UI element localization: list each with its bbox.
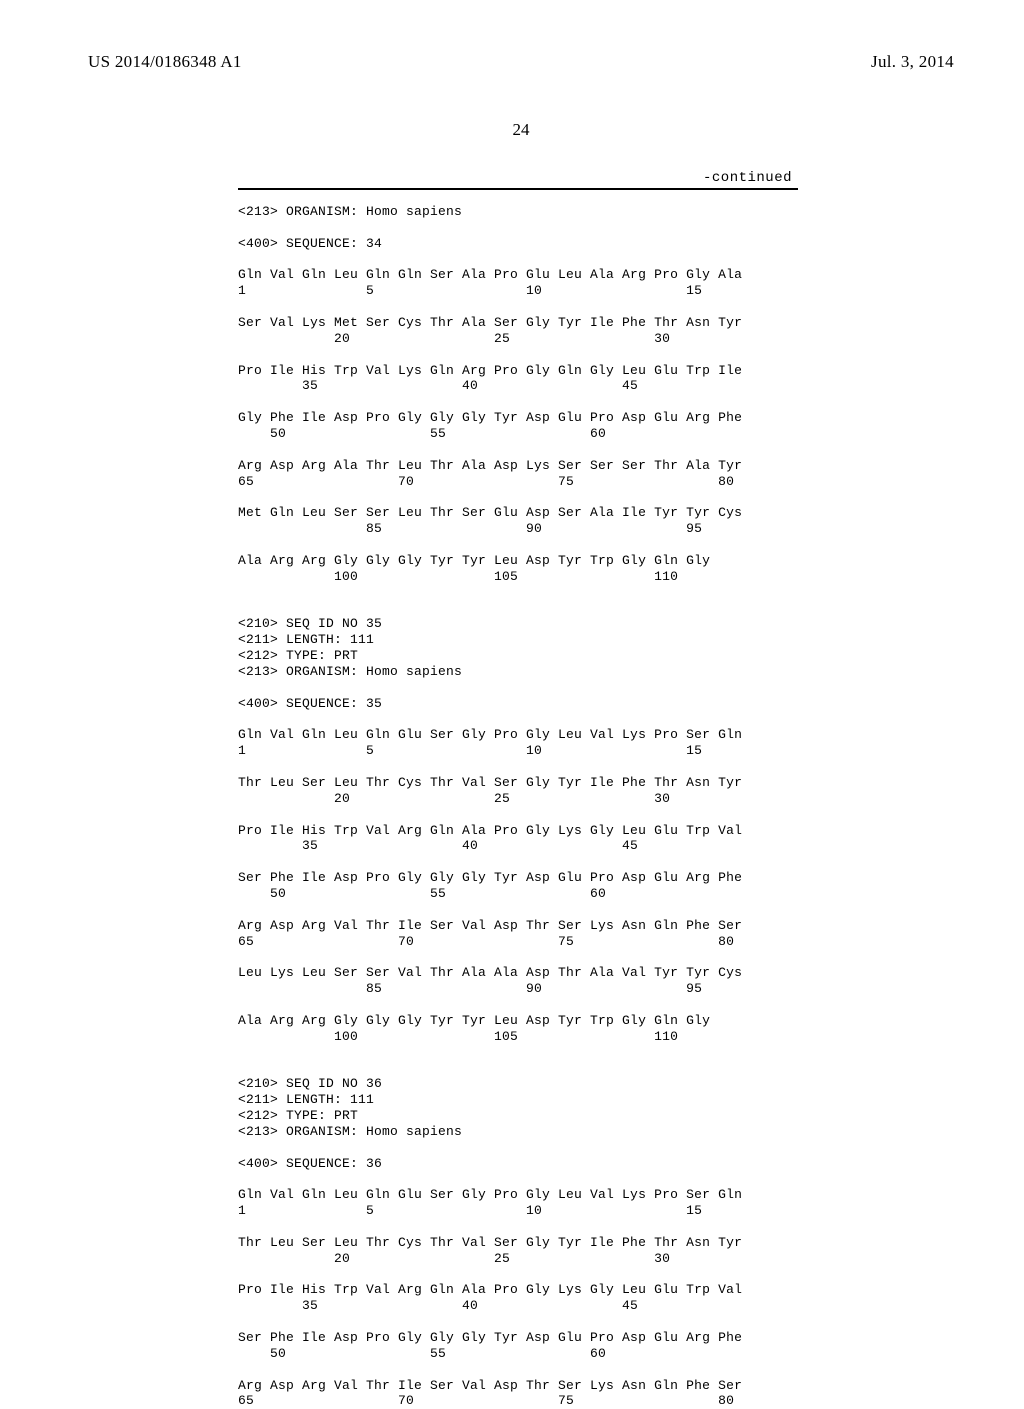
page-header: US 2014/0186348 A1 Jul. 3, 2014 — [88, 52, 954, 72]
page-root: US 2014/0186348 A1 Jul. 3, 2014 24 -cont… — [0, 0, 1024, 1320]
horizontal-rule — [238, 188, 798, 190]
publication-date: Jul. 3, 2014 — [871, 52, 954, 72]
page-number: 24 — [88, 120, 954, 140]
publication-number: US 2014/0186348 A1 — [88, 52, 242, 72]
continued-label: -continued — [238, 170, 798, 186]
sequence-listing-body: <213> ORGANISM: Homo sapiens <400> SEQUE… — [238, 204, 954, 1409]
sequence-listing-header: -continued — [238, 170, 798, 190]
